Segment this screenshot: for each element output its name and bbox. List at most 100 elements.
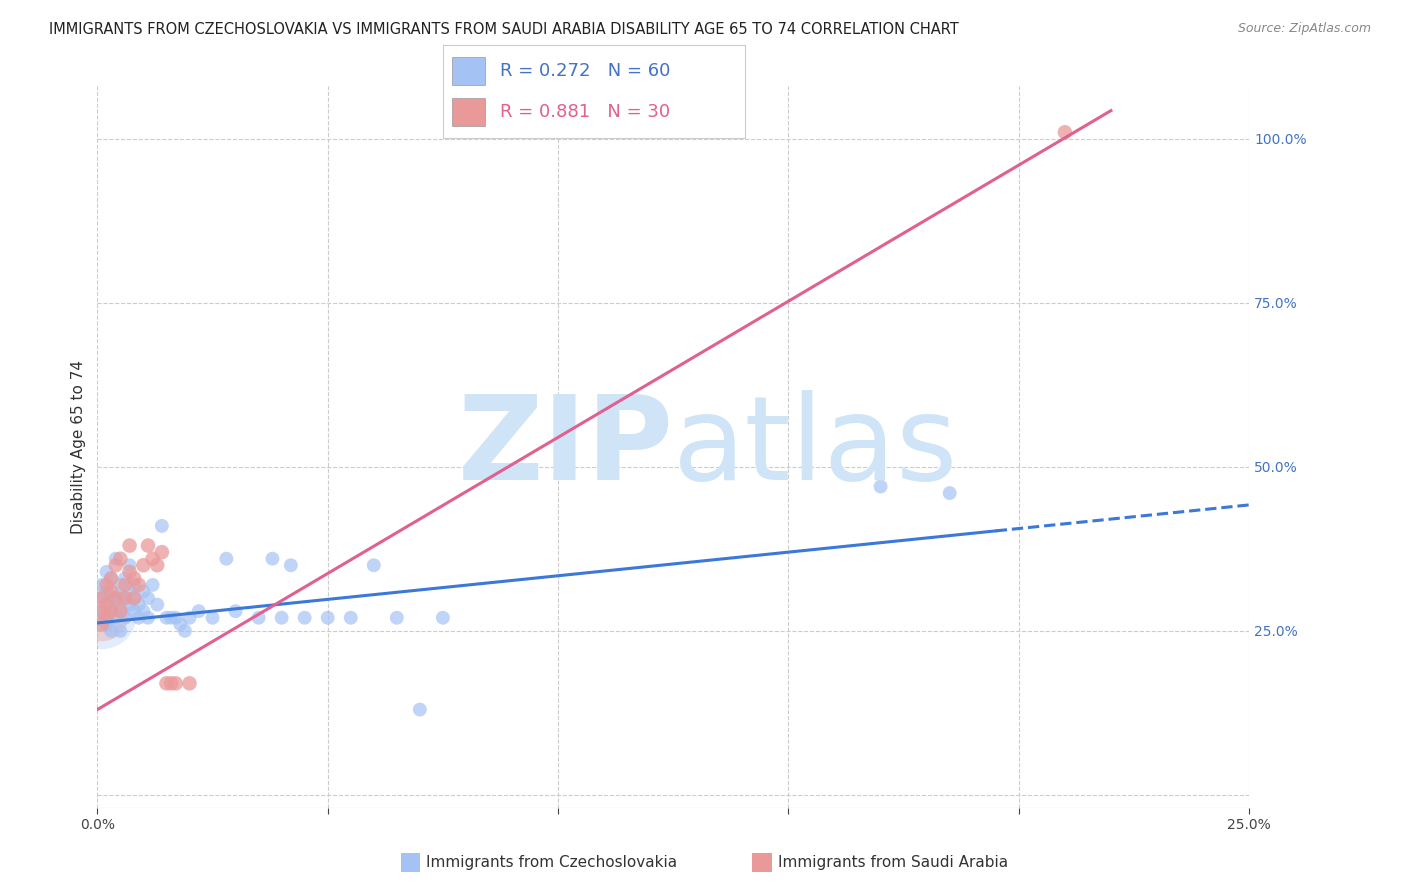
Point — [110, 578, 132, 592]
Point — [114, 571, 136, 585]
Point — [150, 519, 173, 533]
Point — [169, 617, 191, 632]
Point — [339, 611, 361, 625]
Point — [96, 617, 118, 632]
Point — [96, 598, 118, 612]
Point — [114, 591, 136, 605]
Text: Immigrants from Saudi Arabia: Immigrants from Saudi Arabia — [778, 855, 1008, 870]
Point — [122, 591, 145, 605]
Point — [96, 611, 118, 625]
Point — [91, 591, 114, 605]
Point — [136, 539, 159, 553]
Point — [122, 591, 145, 605]
Point — [155, 611, 177, 625]
Point — [150, 545, 173, 559]
Point — [110, 604, 132, 618]
Text: R = 0.881   N = 30: R = 0.881 N = 30 — [501, 103, 671, 121]
Point — [118, 565, 141, 579]
Point — [104, 551, 127, 566]
Text: IMMIGRANTS FROM CZECHOSLOVAKIA VS IMMIGRANTS FROM SAUDI ARABIA DISABILITY AGE 65: IMMIGRANTS FROM CZECHOSLOVAKIA VS IMMIGR… — [49, 22, 959, 37]
Point — [363, 558, 385, 573]
Point — [409, 702, 432, 716]
Point — [100, 571, 122, 585]
Point — [1053, 125, 1076, 139]
Text: Source: ZipAtlas.com: Source: ZipAtlas.com — [1237, 22, 1371, 36]
Point — [316, 611, 339, 625]
Point — [100, 591, 122, 605]
Y-axis label: Disability Age 65 to 74: Disability Age 65 to 74 — [72, 360, 86, 534]
Point — [128, 598, 150, 612]
Point — [110, 624, 132, 638]
Point — [96, 578, 118, 592]
Point — [869, 479, 891, 493]
Point — [280, 558, 302, 573]
Point — [262, 551, 284, 566]
Point — [122, 571, 145, 585]
Point — [187, 604, 209, 618]
Point — [215, 551, 238, 566]
Point — [96, 584, 118, 599]
Point — [122, 604, 145, 618]
Point — [294, 611, 316, 625]
Point — [100, 571, 122, 585]
Point — [91, 604, 114, 618]
Point — [104, 591, 127, 605]
Point — [100, 624, 122, 638]
Point — [114, 591, 136, 605]
Point — [179, 611, 201, 625]
Point — [122, 578, 145, 592]
Point — [91, 607, 114, 622]
Point — [128, 611, 150, 625]
Point — [160, 676, 183, 690]
Point — [114, 611, 136, 625]
Point — [114, 578, 136, 592]
Point — [142, 578, 165, 592]
FancyBboxPatch shape — [451, 57, 485, 85]
Point — [146, 598, 169, 612]
Point — [136, 591, 159, 605]
Point — [118, 584, 141, 599]
Point — [385, 611, 408, 625]
Point — [104, 611, 127, 625]
Point — [165, 611, 187, 625]
Text: ZIP: ZIP — [457, 390, 673, 505]
Point — [104, 591, 127, 605]
Point — [100, 604, 122, 618]
Point — [110, 591, 132, 605]
Point — [270, 611, 292, 625]
Point — [165, 676, 187, 690]
Point — [225, 604, 247, 618]
Point — [136, 611, 159, 625]
Point — [247, 611, 270, 625]
Point — [432, 611, 454, 625]
Point — [104, 558, 127, 573]
FancyBboxPatch shape — [451, 98, 485, 126]
Point — [201, 611, 224, 625]
Point — [100, 604, 122, 618]
Point — [142, 551, 165, 566]
Point — [91, 617, 114, 632]
Point — [91, 604, 114, 618]
Point — [160, 611, 183, 625]
Point — [938, 486, 960, 500]
Point — [91, 607, 114, 622]
Point — [132, 604, 155, 618]
Point — [91, 591, 114, 605]
Text: Immigrants from Czechoslovakia: Immigrants from Czechoslovakia — [426, 855, 678, 870]
Point — [132, 558, 155, 573]
Point — [179, 676, 201, 690]
Point — [91, 578, 114, 592]
Point — [96, 565, 118, 579]
Text: atlas: atlas — [673, 390, 959, 505]
Point — [100, 584, 122, 599]
Point — [110, 551, 132, 566]
Point — [118, 539, 141, 553]
Point — [96, 598, 118, 612]
Point — [110, 604, 132, 618]
Point — [118, 558, 141, 573]
Point — [155, 676, 177, 690]
Point — [146, 558, 169, 573]
Point — [128, 578, 150, 592]
Point — [173, 624, 195, 638]
Point — [118, 598, 141, 612]
